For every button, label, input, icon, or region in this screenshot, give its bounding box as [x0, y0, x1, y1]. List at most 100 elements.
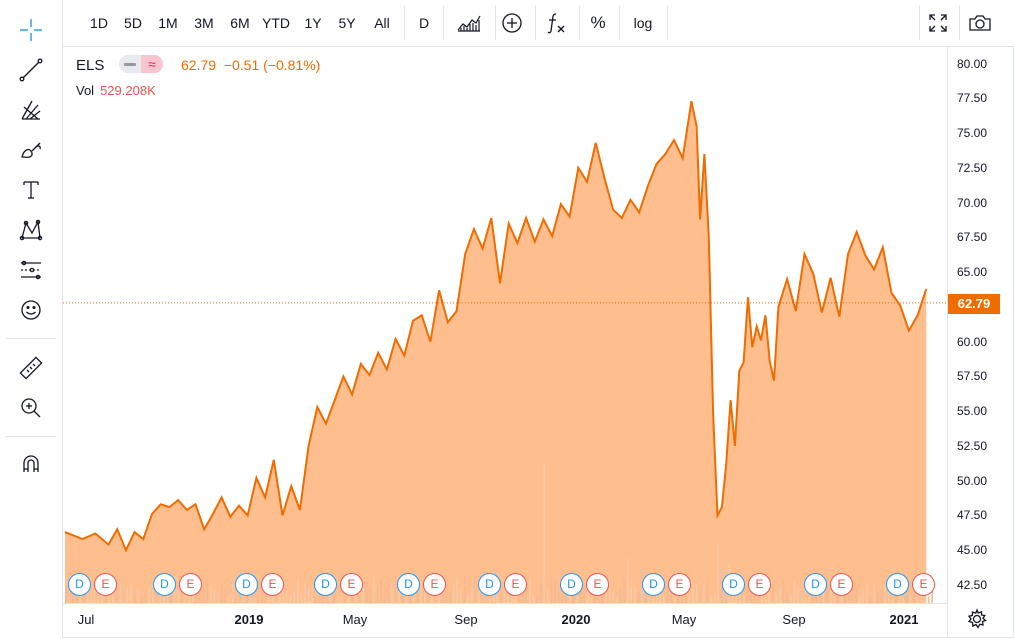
dividend-event-marker[interactable]: D: [153, 573, 176, 596]
volume-bar: [427, 592, 430, 603]
volume-bar: [717, 543, 720, 603]
dividend-event-marker[interactable]: D: [804, 573, 827, 596]
price-tick-label: 55.00: [957, 404, 988, 419]
pattern-icon[interactable]: [8, 212, 54, 248]
volume-bar: [858, 595, 861, 603]
dividend-event-marker[interactable]: D: [722, 573, 745, 596]
magnet-icon[interactable]: [8, 446, 54, 482]
timeframe-button-3m[interactable]: 3M: [194, 15, 214, 31]
ruler-icon[interactable]: [8, 350, 54, 386]
compare-toggle[interactable]: ≈: [141, 55, 163, 73]
volume-bar: [721, 586, 723, 603]
volume-bar: [300, 593, 303, 603]
earnings-event-marker[interactable]: E: [340, 573, 363, 596]
brush-icon[interactable]: [8, 132, 54, 168]
volume-bar: [340, 592, 343, 603]
earnings-event-marker[interactable]: E: [912, 573, 935, 596]
volume-bar: [315, 596, 317, 603]
crosshair-icon[interactable]: [8, 12, 54, 48]
pitchfork-icon[interactable]: [8, 92, 54, 128]
volume-bar: [742, 594, 745, 603]
earnings-event-marker[interactable]: E: [504, 573, 527, 596]
earnings-event-marker[interactable]: E: [830, 573, 853, 596]
volume-bar: [246, 594, 248, 603]
volume-bar: [503, 578, 506, 603]
earnings-event-marker[interactable]: E: [668, 573, 691, 596]
percent-button[interactable]: %: [590, 13, 606, 32]
function-icon[interactable]: [541, 0, 571, 46]
volume-bar: [844, 588, 846, 603]
volume-bar: [902, 596, 904, 603]
timeframe-button-all[interactable]: All: [374, 15, 390, 31]
volume-bar: [793, 580, 796, 603]
text-icon[interactable]: [8, 172, 54, 208]
volume-bar: [492, 588, 495, 603]
add-indicator-icon[interactable]: [497, 0, 527, 46]
timeframe-button-1m[interactable]: 1M: [158, 15, 178, 31]
dividend-event-marker[interactable]: D: [397, 573, 420, 596]
zoom-in-icon[interactable]: [8, 390, 54, 426]
volume-bar: [202, 576, 205, 603]
volume-bar: [819, 587, 821, 603]
volume-bar: [115, 587, 118, 603]
price-readout: 62.79 −0.51 (−0.81%): [181, 57, 320, 73]
hide-series-icon[interactable]: [124, 63, 136, 66]
volume-bar: [848, 593, 850, 603]
log-button[interactable]: log: [633, 15, 653, 31]
volume-bar: [304, 583, 306, 603]
emoji-icon[interactable]: [8, 292, 54, 328]
earnings-event-marker[interactable]: E: [261, 573, 284, 596]
volume-bar: [587, 583, 589, 603]
prediction-icon[interactable]: [8, 252, 54, 288]
dividend-event-marker[interactable]: D: [560, 573, 583, 596]
time-tick-label: Jul: [77, 612, 95, 627]
trend-line-icon[interactable]: [8, 52, 54, 88]
toolbar-divider: [667, 6, 668, 40]
fullscreen-icon[interactable]: [925, 0, 951, 46]
chart-type-icon[interactable]: [451, 0, 487, 46]
dividend-event-marker[interactable]: D: [235, 573, 258, 596]
dividend-event-marker[interactable]: D: [68, 573, 91, 596]
volume-bar: [757, 589, 759, 603]
price-tick-label: 67.50: [957, 230, 988, 245]
timeframe-button-ytd[interactable]: YTD: [262, 15, 290, 31]
volume-bar: [706, 582, 709, 603]
earnings-event-marker[interactable]: E: [179, 573, 202, 596]
earnings-event-marker[interactable]: E: [586, 573, 609, 596]
earnings-event-marker[interactable]: E: [423, 573, 446, 596]
timeframe-button-1d[interactable]: 1D: [90, 15, 108, 31]
camera-icon[interactable]: [965, 0, 995, 46]
dividend-event-marker[interactable]: D: [642, 573, 665, 596]
timeframe-button-1y[interactable]: 1Y: [304, 15, 322, 31]
volume-bar: [137, 589, 140, 603]
earnings-event-marker[interactable]: E: [748, 573, 771, 596]
volume-bar: [210, 584, 212, 603]
timeframe-button-5y[interactable]: 5Y: [338, 15, 356, 31]
volume-bar: [293, 591, 295, 603]
volume-bar: [344, 596, 346, 603]
volume-bar: [322, 589, 324, 603]
volume-bar: [804, 581, 807, 603]
dividend-event-marker[interactable]: D: [478, 573, 501, 596]
volume-bar: [771, 586, 774, 603]
volume-bar: [616, 595, 618, 603]
volume-bar: [257, 581, 259, 603]
symbol-label[interactable]: ELS: [76, 57, 105, 74]
price-tick-label: 75.00: [957, 126, 988, 141]
volume-bar: [779, 587, 781, 603]
timeframe-button-5d[interactable]: 5D: [124, 15, 142, 31]
earnings-event-marker[interactable]: E: [94, 573, 117, 596]
timeframe-button-6m[interactable]: 6M: [230, 15, 250, 31]
dividend-event-marker[interactable]: D: [886, 573, 909, 596]
volume-bar: [561, 594, 564, 603]
volume-bar: [271, 595, 274, 603]
volume-bar: [790, 594, 792, 603]
dividend-event-marker[interactable]: D: [314, 573, 337, 596]
volume-bar: [550, 576, 553, 603]
interval-button[interactable]: D: [418, 15, 430, 31]
price-chart[interactable]: [63, 47, 947, 603]
settings-gear-icon[interactable]: [966, 608, 988, 630]
volume-bar: [474, 588, 477, 603]
last-price: 62.79: [181, 57, 217, 73]
volume-bar: [703, 583, 705, 603]
